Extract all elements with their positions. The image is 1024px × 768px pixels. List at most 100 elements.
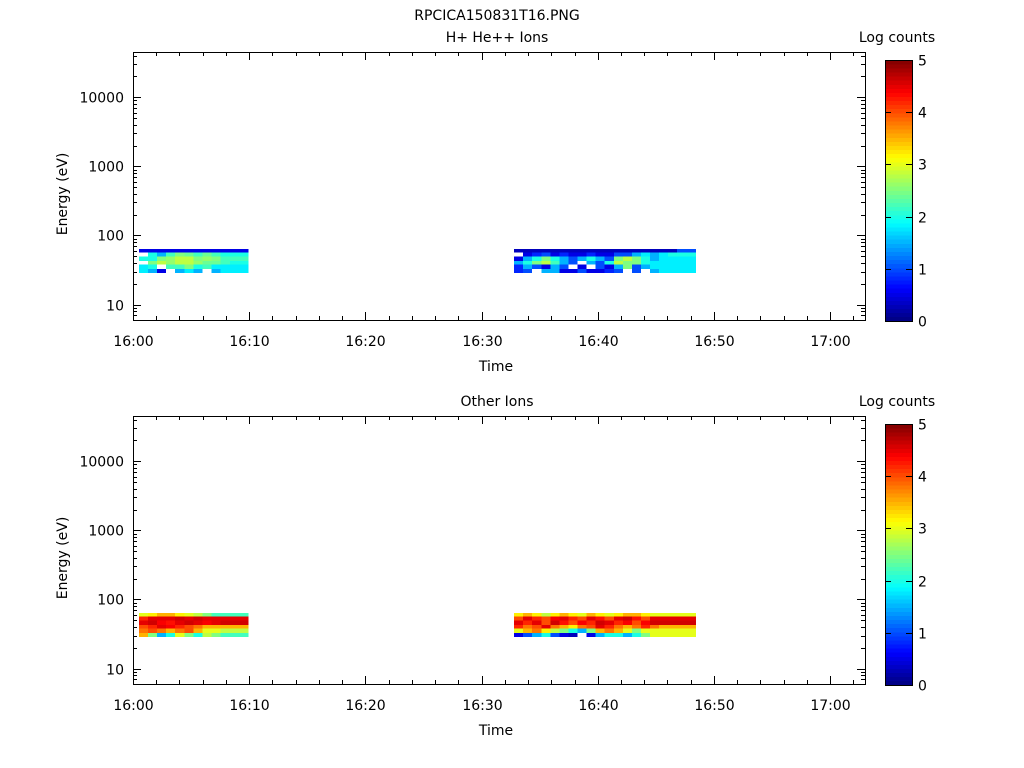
heatmap-cell xyxy=(659,632,669,638)
heatmap-cell xyxy=(193,628,203,634)
heatmap-cell xyxy=(559,616,569,621)
heatmap-cell xyxy=(650,612,660,617)
heatmap-cell xyxy=(147,632,158,638)
heatmap-cell xyxy=(622,612,633,617)
heatmap-cell xyxy=(595,252,606,257)
heatmap-cell xyxy=(532,628,542,634)
heatmap-cell xyxy=(668,268,678,274)
heatmap-cell xyxy=(514,268,524,274)
heatmap-cell xyxy=(202,260,212,265)
heatmap-cell xyxy=(631,252,642,257)
heatmap-cell xyxy=(138,632,149,638)
colorbar-swatch xyxy=(885,644,912,649)
y-axis-label: Energy (eV) xyxy=(55,153,71,236)
heatmap-cell xyxy=(184,268,194,274)
colorbar-tick-label: 2 xyxy=(918,575,927,591)
heatmap-cell xyxy=(559,628,569,634)
colorbar-swatch xyxy=(885,219,912,224)
heatmap-cell xyxy=(138,628,149,634)
colorbar-swatch xyxy=(885,436,912,441)
heatmap-cell xyxy=(595,612,606,617)
colorbar-swatch xyxy=(885,182,912,187)
heatmap-cell xyxy=(193,260,203,265)
colorbar-swatch xyxy=(885,509,912,515)
colorbar-swatch xyxy=(885,538,912,543)
heatmap-cell xyxy=(650,616,660,621)
colorbar-swatch xyxy=(885,272,912,277)
heatmap-cell xyxy=(677,620,687,626)
heatmap-cell xyxy=(211,268,222,274)
heatmap-cell xyxy=(202,628,212,634)
heatmap-cell xyxy=(622,248,633,253)
colorbar-swatch xyxy=(885,288,912,293)
heatmap-cell xyxy=(641,248,651,253)
heatmap-cell xyxy=(220,252,231,257)
colorbar-swatch xyxy=(885,96,912,102)
colorbar-swatch xyxy=(885,292,912,297)
heatmap-cell xyxy=(193,624,203,629)
colorbar-swatch xyxy=(885,231,912,236)
heatmap-cell xyxy=(559,268,569,274)
heatmap-cell xyxy=(586,624,597,629)
heatmap-cell xyxy=(686,248,696,253)
heatmap-cell xyxy=(514,256,524,262)
colorbar-swatch xyxy=(885,460,912,466)
colorbar-swatch xyxy=(885,501,912,506)
colorbar-swatch xyxy=(885,190,912,195)
colorbar-swatch xyxy=(885,153,912,159)
colorbar-swatch xyxy=(885,137,912,142)
heatmap-cell xyxy=(650,264,660,270)
x-tick-label: 16:40 xyxy=(578,698,618,714)
heatmap-cell xyxy=(559,624,569,629)
heatmap-cell xyxy=(229,612,240,617)
heatmap-cell xyxy=(184,612,194,617)
x-axis-label: Time xyxy=(478,723,513,739)
colorbar-swatch xyxy=(885,296,912,301)
colorbar-swatch xyxy=(885,570,912,576)
heatmap-cell xyxy=(238,632,249,638)
heatmap-cell xyxy=(541,248,551,253)
colorbar-swatch xyxy=(885,145,912,151)
colorbar-swatch xyxy=(885,186,912,191)
heatmap-cell xyxy=(184,624,194,629)
colorbar-swatch xyxy=(885,660,912,665)
heatmap-cell xyxy=(211,248,222,253)
colorbar-swatch xyxy=(885,251,912,257)
colorbar-swatch xyxy=(885,129,912,134)
colorbar-tick-label: 2 xyxy=(918,211,927,227)
heatmap-cell xyxy=(157,612,167,617)
colorbar-swatch xyxy=(885,308,912,314)
colorbar-swatch xyxy=(885,513,912,519)
heatmap-cell xyxy=(577,268,587,274)
colorbar-swatch xyxy=(885,668,912,674)
x-tick-label: 16:10 xyxy=(229,334,269,350)
colorbar-tick-label: 5 xyxy=(918,54,927,70)
heatmap-cell xyxy=(668,632,678,638)
heatmap-cell xyxy=(514,264,524,270)
colorbar-swatch xyxy=(885,80,912,85)
colorbar-swatch xyxy=(885,157,912,163)
heatmap-cell xyxy=(550,612,560,617)
heatmap-cell xyxy=(238,264,249,270)
heatmap-cell xyxy=(550,248,560,253)
heatmap-cell xyxy=(193,612,203,617)
colorbar-swatch xyxy=(885,174,912,179)
panel-title: H+ He++ Ions xyxy=(446,30,549,46)
heatmap-cell xyxy=(138,620,149,626)
heatmap-cell xyxy=(586,260,597,265)
heatmap-cell xyxy=(523,252,533,257)
colorbar-swatch xyxy=(885,276,912,281)
heatmap-cell xyxy=(650,252,660,257)
heatmap-cell xyxy=(613,260,624,265)
heatmap-cell xyxy=(668,264,678,270)
heatmap-cell xyxy=(559,620,569,626)
heatmap-cell xyxy=(604,612,615,617)
heatmap-cell xyxy=(659,260,669,265)
heatmap-cell xyxy=(166,612,176,617)
heatmap-cell xyxy=(641,616,651,621)
x-tick-label: 16:00 xyxy=(113,698,153,714)
heatmap-cell xyxy=(604,616,615,621)
heatmap-cell xyxy=(595,256,606,262)
colorbar-swatch xyxy=(885,76,912,81)
colorbar-swatch xyxy=(885,464,912,470)
